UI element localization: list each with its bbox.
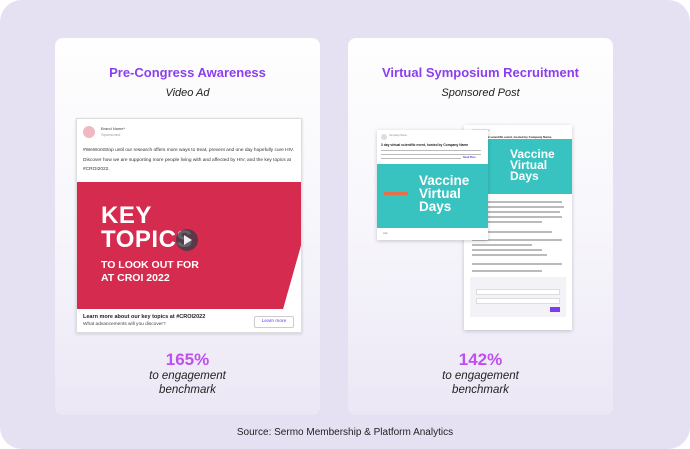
video-banner[interactable]: KEY TOPICS TO LOOK OUT FOR AT CROI 2022 (77, 182, 301, 309)
card-title: Virtual Symposium Recruitment (382, 65, 579, 80)
event-banner: Vaccine Virtual Days (377, 164, 488, 228)
sponsored-label: Sponsored (101, 132, 121, 137)
brand-name: Brand Name* (101, 126, 126, 131)
poll-option[interactable] (476, 298, 560, 304)
metric-value: 165% (165, 350, 210, 369)
card-pre-congress: Pre-Congress Awareness Video Ad Brand Na… (55, 38, 320, 415)
poll-box (470, 277, 566, 317)
banner-text: Vaccine Virtual Days (419, 173, 470, 214)
submit-button[interactable] (550, 307, 560, 312)
event-title: 3 day virtual scientific event, hosted b… (381, 143, 469, 147)
cta-title: Learn more about our key topics at #CROI… (83, 314, 206, 320)
like-button[interactable]: Like (383, 232, 388, 235)
video-ad-preview: Brand Name* Sponsored #WeWontStop until … (76, 118, 302, 333)
metric-description: to engagement benchmark (149, 370, 226, 396)
metric-description: to engagement benchmark (442, 370, 519, 396)
card-subtitle: Video Ad (165, 87, 210, 99)
company-name: Company Name (389, 134, 408, 137)
play-icon[interactable] (176, 229, 198, 251)
learn-more-button[interactable]: Learn more (254, 316, 294, 328)
card-virtual-symposium: Virtual Symposium Recruitment Sponsored … (348, 38, 613, 415)
avatar (83, 126, 95, 138)
ad-text: #WeWontStop until our research offers mo… (83, 148, 295, 172)
metric-value: 142% (458, 350, 503, 369)
read-more-link[interactable]: Read More (463, 156, 476, 159)
card-title: Pre-Congress Awareness (109, 65, 266, 80)
banner-text: Vaccine Virtual Days (510, 147, 555, 183)
banner-subhead: TO LOOK OUT FOR AT CROI 2022 (101, 259, 199, 284)
card-subtitle: Sponsored Post (441, 87, 520, 99)
event-title: 3 day virtual scientific event, hosted b… (472, 135, 552, 139)
avatar (381, 134, 387, 140)
source-note: Source: Sermo Membership & Platform Anal… (236, 427, 454, 438)
sponsored-post-feed: Company Name 3 day virtual scientific ev… (377, 130, 488, 240)
cta-subtitle: What advancements will you discover? (83, 322, 166, 327)
date-tag (384, 192, 408, 195)
poll-option[interactable] (476, 289, 560, 295)
